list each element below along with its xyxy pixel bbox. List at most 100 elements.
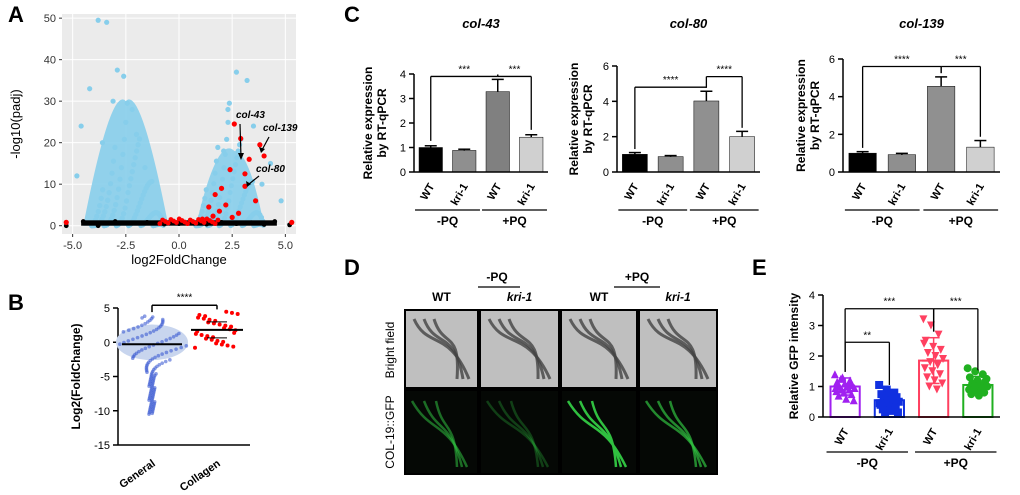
- dotplot-point-collagen: [193, 345, 197, 350]
- bar: [693, 100, 720, 173]
- volcano-baseline-band: [81, 220, 277, 226]
- volcano-tick-label-y: 50: [44, 13, 56, 25]
- data-point-triangle: [850, 384, 859, 393]
- volcano-point-red: [174, 220, 179, 225]
- bar-tick-label-y: 4: [809, 290, 815, 302]
- volcano-point-red: [227, 167, 233, 173]
- volcano-point-red: [246, 156, 252, 162]
- dotplot-category-label: Collagen: [178, 457, 223, 494]
- dotplot-point-collagen: [235, 311, 240, 316]
- gfp-worm: [434, 400, 459, 468]
- volcano-point-sky: [244, 77, 250, 84]
- dotplot-point-collagen: [193, 331, 198, 336]
- dotplot-tick-label-y: 0: [104, 337, 110, 349]
- dotplot-point-general: [121, 330, 126, 334]
- data-point-triangle-down: [936, 345, 945, 354]
- panel-label-c: C: [344, 2, 360, 27]
- data-point-square: [881, 409, 890, 418]
- volcano-point-red: [193, 220, 199, 226]
- dotplot-point-general: [160, 317, 165, 322]
- volcano-point-sky: [78, 123, 84, 129]
- group-label: +PQ: [944, 456, 968, 470]
- dotplot-point-general: [151, 329, 156, 333]
- volcano-arrow: [239, 123, 242, 158]
- data-point-triangle-down: [920, 339, 929, 348]
- volcano-tick-label-x: 0.0: [171, 240, 186, 252]
- dotplot-point-general: [140, 323, 144, 328]
- significance-label: **: [863, 330, 871, 341]
- group-label: -PQ: [437, 214, 458, 228]
- volcano-annotation: col-139: [263, 123, 298, 134]
- bar: [519, 136, 544, 173]
- data-point-triangle: [830, 370, 839, 379]
- bar-tick-label-y: 4: [400, 69, 406, 81]
- dotplot-point-general: [177, 331, 181, 336]
- volcano-point-sky: [121, 73, 127, 79]
- group-label: -PQ: [872, 214, 893, 228]
- bar-tick-label-y: 2: [829, 129, 835, 141]
- bar-tick-label-y: 1: [400, 143, 406, 155]
- gfp-worm: [410, 400, 469, 468]
- data-point-triangle-down: [923, 348, 932, 357]
- data-point-triangle-down: [926, 321, 935, 330]
- bar-tick-label-y: 2: [809, 351, 815, 363]
- microscopy-column-label: kri-1: [507, 290, 533, 304]
- bar-category-label: kri-1: [874, 427, 896, 453]
- dotplot-point-collagen: [232, 330, 237, 335]
- data-point-triangle: [849, 396, 858, 405]
- bar: [418, 147, 443, 173]
- data-point-square: [878, 405, 887, 414]
- bar-chart-title: col-80: [670, 16, 708, 31]
- dotplot-point-general: [137, 349, 141, 354]
- panel-label-e: E: [752, 255, 767, 280]
- dotplot-point-general: [171, 334, 176, 339]
- bar: [848, 152, 877, 173]
- volcano-arrowhead: [259, 147, 265, 153]
- gfp-worm: [422, 400, 464, 468]
- bar-category-label: WT: [485, 181, 504, 202]
- dotplot-point-general: [136, 325, 140, 329]
- data-point-square: [891, 403, 900, 412]
- significance-label: ****: [663, 75, 679, 86]
- gfp-worm: [509, 400, 540, 468]
- worm-outline: [497, 318, 546, 380]
- gfp-worm: [668, 400, 698, 468]
- dotplot-point-collagen: [224, 309, 229, 314]
- volcano-point-red: [185, 221, 190, 227]
- bar-tick-label-y: 0: [829, 167, 835, 179]
- dotplot-y-axis-label: Log2(FoldChange): [69, 324, 83, 430]
- data-point-circle: [963, 364, 972, 373]
- bar-y-axis-label: by RT-qPCR: [808, 81, 822, 151]
- dotplot-point-general: [160, 339, 164, 344]
- volcano-point-sky: [142, 164, 148, 171]
- dotplot-point-collagen: [214, 341, 219, 346]
- volcano-tick-label-x: -5.0: [63, 240, 82, 252]
- volcano-point-red: [216, 208, 223, 214]
- volcano-point-red: [218, 185, 225, 191]
- volcano-point-sky: [74, 173, 80, 179]
- data-point-circle: [971, 367, 980, 376]
- volcano-point-red: [231, 121, 237, 127]
- dotplot-point-general: [135, 335, 140, 340]
- data-point-square: [894, 397, 903, 406]
- significance-label: ***: [509, 64, 521, 75]
- gfp-worm: [578, 400, 623, 468]
- volcano-point-red: [157, 221, 163, 227]
- dotplot-point-general: [150, 315, 155, 319]
- microscopy-row-label: Bright field: [383, 322, 397, 379]
- dotplot-point-general: [140, 334, 144, 338]
- volcano-arrow: [261, 136, 270, 151]
- bar: [966, 146, 995, 173]
- volcano-point-sky: [278, 198, 284, 204]
- dotplot-point-general: [169, 348, 173, 353]
- data-point-triangle-down: [934, 330, 943, 339]
- bar: [657, 156, 684, 173]
- bar-y-axis-label: Relative GFP intensity: [787, 292, 801, 419]
- dotplot-point-general: [131, 337, 135, 342]
- dotplot-category-label: General: [117, 458, 157, 491]
- group-label: +PQ: [949, 214, 973, 228]
- dotplot-point-general: [157, 362, 162, 367]
- volcano-point-red: [212, 221, 218, 227]
- microscopy-row-label: COL-19::GFP: [383, 395, 397, 468]
- data-point-square: [889, 399, 898, 408]
